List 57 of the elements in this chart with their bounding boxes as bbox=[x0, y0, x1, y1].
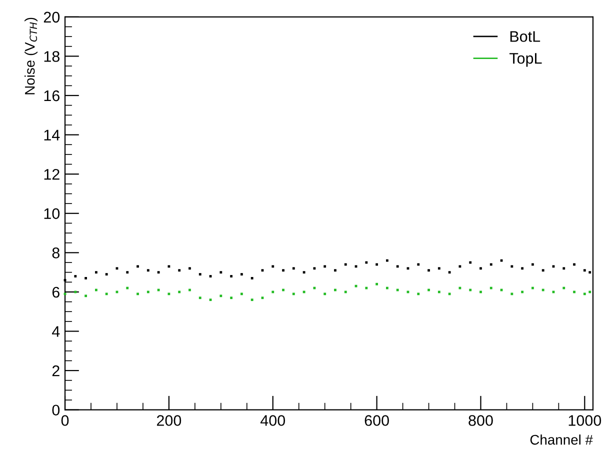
point bbox=[376, 282, 378, 286]
point bbox=[220, 294, 222, 298]
point bbox=[438, 267, 440, 270]
legend-label: TopL bbox=[509, 53, 542, 67]
point bbox=[510, 265, 514, 268]
point bbox=[240, 292, 243, 296]
point bbox=[146, 269, 150, 272]
point bbox=[292, 267, 295, 270]
y-tick-label: 2 bbox=[52, 365, 60, 376]
point bbox=[588, 271, 592, 274]
point bbox=[324, 292, 326, 296]
point bbox=[178, 269, 181, 272]
x-tick-label: 800 bbox=[468, 415, 493, 426]
point bbox=[168, 292, 170, 296]
point bbox=[542, 269, 544, 272]
x-axis-title: Channel # bbox=[530, 434, 593, 445]
point bbox=[396, 265, 399, 268]
y-tick-label: 12 bbox=[44, 168, 60, 180]
point bbox=[250, 298, 254, 302]
y-tick-label: 16 bbox=[44, 90, 60, 102]
point bbox=[417, 292, 420, 296]
point bbox=[272, 265, 274, 268]
point bbox=[84, 294, 88, 298]
point bbox=[220, 271, 222, 274]
point bbox=[94, 271, 98, 274]
point bbox=[510, 292, 514, 296]
point bbox=[105, 292, 108, 296]
x-tick-label: 0 bbox=[61, 415, 69, 426]
y-tick-label: 10 bbox=[44, 208, 60, 220]
point bbox=[562, 267, 566, 270]
y-axis-title: Noise (V$_{CTH}$) bbox=[24, 18, 38, 94]
point bbox=[198, 296, 202, 300]
point bbox=[458, 265, 462, 268]
point bbox=[313, 267, 316, 270]
y-tick-label: 20 bbox=[44, 12, 60, 23]
y-tick-label: 4 bbox=[52, 326, 60, 337]
y-tick-label: 8 bbox=[52, 248, 60, 258]
x-tick-label: 600 bbox=[364, 415, 389, 426]
point bbox=[448, 292, 451, 296]
point bbox=[448, 271, 451, 274]
x-tick-label: 200 bbox=[156, 415, 182, 426]
y-tick-label: 14 bbox=[44, 130, 60, 140]
point bbox=[583, 292, 586, 296]
y-tick-label: 6 bbox=[52, 286, 60, 298]
y-tick-label: 18 bbox=[44, 51, 60, 62]
point bbox=[292, 292, 295, 296]
point bbox=[168, 265, 170, 268]
point bbox=[157, 271, 160, 274]
point bbox=[324, 265, 326, 268]
point bbox=[230, 296, 233, 300]
point bbox=[583, 269, 586, 272]
legend-label: BotL bbox=[510, 31, 540, 42]
x-tick-label: 400 bbox=[260, 415, 286, 426]
point bbox=[302, 271, 306, 274]
x-tick-label: 1000 bbox=[568, 415, 602, 426]
y-tick-label: 0 bbox=[52, 404, 60, 416]
point bbox=[126, 271, 129, 274]
